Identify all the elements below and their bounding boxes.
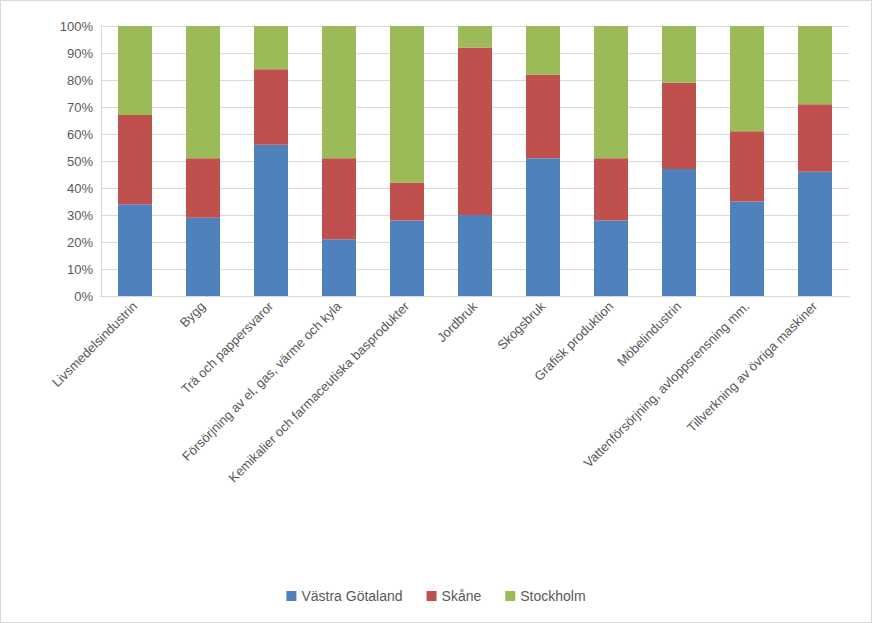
- svg-text:Livsmedelsindustrin: Livsmedelsindustrin: [49, 299, 140, 390]
- svg-text:90%: 90%: [67, 46, 93, 61]
- svg-text:20%: 20%: [67, 235, 93, 250]
- svg-text:60%: 60%: [67, 127, 93, 142]
- svg-text:Jordbruk: Jordbruk: [434, 298, 481, 345]
- svg-text:Grafisk produktion: Grafisk produktion: [531, 299, 616, 384]
- svg-text:0%: 0%: [74, 289, 93, 304]
- svg-text:10%: 10%: [67, 262, 93, 277]
- svg-text:Försörjning av el, gas, värme: Försörjning av el, gas, värme och kyla: [179, 298, 345, 464]
- svg-text:30%: 30%: [67, 208, 93, 223]
- svg-text:Kemikalier och farmaceutiska b: Kemikalier och farmaceutiska basprodukte…: [226, 298, 413, 485]
- svg-text:Skåne: Skåne: [442, 588, 482, 604]
- svg-text:80%: 80%: [67, 73, 93, 88]
- svg-text:Vattenförsörjning, avloppsrens: Vattenförsörjning, avloppsrensning mm.: [580, 298, 753, 471]
- svg-text:Bygg: Bygg: [177, 299, 209, 331]
- svg-text:50%: 50%: [67, 154, 93, 169]
- svg-text:Tillverkning av övriga maskine: Tillverkning av övriga maskiner: [684, 298, 821, 435]
- svg-text:Möbelindustrin: Möbelindustrin: [614, 299, 684, 369]
- svg-text:Skogsbruk: Skogsbruk: [494, 298, 548, 352]
- svg-text:Stockholm: Stockholm: [520, 588, 585, 604]
- svg-text:Västra Götaland: Västra Götaland: [301, 588, 402, 604]
- svg-text:Trä och pappersvaror: Trä och pappersvaror: [178, 298, 277, 397]
- svg-text:70%: 70%: [67, 100, 93, 115]
- svg-text:40%: 40%: [67, 181, 93, 196]
- svg-text:100%: 100%: [60, 19, 94, 34]
